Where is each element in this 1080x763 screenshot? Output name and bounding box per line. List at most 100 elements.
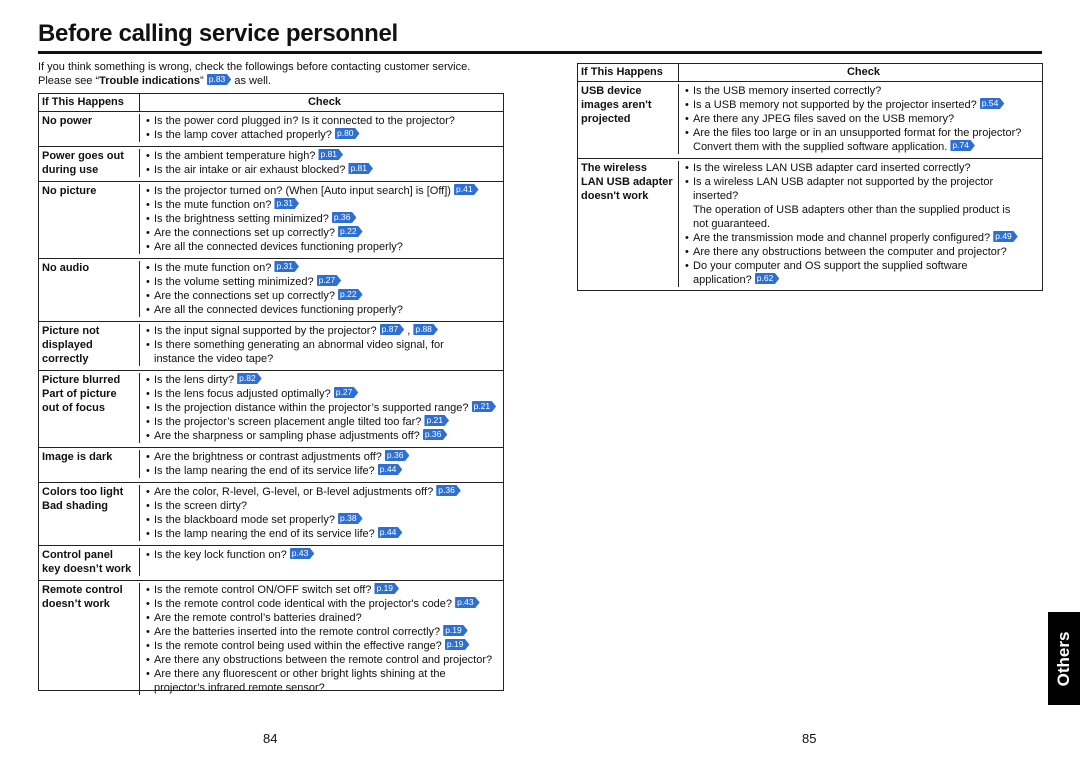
check-item: Are the sharpness or sampling phase adju… bbox=[146, 429, 503, 443]
check-cell: Is the key lock function on? p.43 bbox=[140, 548, 503, 576]
page-ref: p.36 bbox=[331, 212, 357, 223]
problem-cell: No power bbox=[39, 114, 140, 142]
check-cell: Is the ambient temperature high? p.81Is … bbox=[140, 149, 503, 177]
table-row: No power Is the power cord plugged in? Is… bbox=[39, 112, 503, 147]
check-line: Is the lamp cover attached properly? p.8… bbox=[154, 128, 503, 142]
text: ” bbox=[200, 75, 207, 87]
table-row: Control panel key doesn’t work Is the key … bbox=[39, 546, 503, 581]
text: Is the volume setting minimized? bbox=[154, 276, 317, 288]
check-line: Are the connections set up correctly? p.… bbox=[154, 226, 503, 240]
text: Is the remote control being used within … bbox=[154, 640, 445, 652]
text: Are there any obstructions between the c… bbox=[693, 246, 1007, 258]
check-cell: Is the remote control ON/OFF switch set … bbox=[140, 583, 503, 695]
check-line: Are the color, R-level, G-level, or B-le… bbox=[154, 485, 503, 499]
problem-line: Power goes out bbox=[42, 150, 124, 162]
check-cell: Is the input signal supported by the pro… bbox=[140, 324, 503, 366]
check-line: Is the ambient temperature high? p.81 bbox=[154, 149, 503, 163]
check-item: Is the USB memory inserted correctly? bbox=[685, 84, 1042, 98]
check-item: Is the volume setting minimized? p.27 bbox=[146, 275, 503, 289]
page-number: 84 bbox=[263, 731, 278, 746]
text: Are the brightness or contrast adjustmen… bbox=[154, 451, 385, 463]
text: Is a wireless LAN USB adapter not suppor… bbox=[693, 176, 994, 188]
text: inserted? bbox=[693, 190, 739, 202]
text: Is the key lock function on? bbox=[154, 549, 290, 561]
page-ref: p.38 bbox=[338, 513, 363, 524]
text: Is the mute function on? bbox=[154, 262, 275, 274]
text: Are there any obstructions between the r… bbox=[154, 654, 493, 666]
check-line: Is the remote control code identical wit… bbox=[154, 597, 503, 611]
table-row: No audio Is the mute function on? p.31 Is … bbox=[39, 259, 503, 322]
header-cell: If This Happens bbox=[578, 64, 679, 81]
check-line: Is the screen dirty? bbox=[154, 499, 503, 513]
side-tab: Others bbox=[1048, 612, 1080, 705]
text: Do your computer and OS support the supp… bbox=[693, 260, 968, 272]
check-item: Is the blackboard mode set properly? p.3… bbox=[146, 513, 503, 527]
problem-line: The wireless bbox=[581, 162, 648, 174]
check-line: not guaranteed. bbox=[693, 217, 1042, 231]
check-line: Is the input signal supported by the pro… bbox=[154, 324, 503, 338]
header-row: If This Happens Check bbox=[578, 64, 1042, 82]
problem-cell: Picture blurred Part of picture out of foc… bbox=[39, 373, 140, 443]
check-cell: Is the lens dirty? p.82Is the lens focus… bbox=[140, 373, 503, 443]
check-item: Is the remote control ON/OFF switch set … bbox=[146, 583, 503, 597]
text: Are there any fluorescent or other brigh… bbox=[154, 668, 446, 680]
check-item: Is a USB memory not supported by the pro… bbox=[685, 98, 1042, 112]
check-line: Are there any JPEG files saved on the US… bbox=[693, 112, 1042, 126]
check-item: Are there any JPEG files saved on the US… bbox=[685, 112, 1042, 126]
text: The operation of USB adapters other than… bbox=[693, 204, 1011, 216]
page-ref: p.43 bbox=[289, 548, 315, 559]
problem-cell: Remote control doesn’t work bbox=[39, 583, 140, 695]
check-item: Is the screen dirty? bbox=[146, 499, 503, 513]
text: Is the lens dirty? bbox=[154, 374, 238, 386]
check-line: Are the connections set up correctly? p.… bbox=[154, 289, 503, 303]
header-cell: Check bbox=[307, 96, 342, 108]
text: Are the files too large or in an unsuppo… bbox=[693, 127, 1022, 139]
problem-line: Control panel bbox=[42, 549, 113, 561]
problem-line: No audio bbox=[42, 262, 90, 274]
page-ref: p.44 bbox=[377, 464, 403, 475]
check-line: Is the mute function on? p.31 bbox=[154, 198, 503, 212]
check-line: Are the transmission mode and channel pr… bbox=[693, 231, 1042, 245]
check-item: Is the input signal supported by the pro… bbox=[146, 324, 503, 338]
check-item: Is the remote control being used within … bbox=[146, 639, 503, 653]
text: Is the screen dirty? bbox=[154, 500, 247, 512]
page-ref: p.36 bbox=[422, 429, 448, 440]
check-line: Is the brightness setting minimized? p.3… bbox=[154, 212, 503, 226]
page-ref: p.87 bbox=[379, 324, 405, 335]
check-line: Is the projector turned on? (When [Auto … bbox=[154, 184, 503, 198]
text: Is there something generating an abnorma… bbox=[154, 339, 444, 351]
table-row: The wireless LAN USB adapter doesn't work I… bbox=[578, 159, 1042, 291]
problem-line: doesn’t work bbox=[42, 598, 110, 610]
text: Is the lens focus adjusted optimally? bbox=[154, 388, 334, 400]
check-line: Are there any obstructions between the r… bbox=[154, 653, 503, 667]
check-item: Are the color, R-level, G-level, or B-le… bbox=[146, 485, 503, 499]
check-line: Are the files too large or in an unsuppo… bbox=[693, 126, 1042, 140]
problem-line: displayed bbox=[42, 339, 93, 351]
page-ref: p.31 bbox=[274, 261, 300, 272]
check-line: Are the remote control’s batteries drain… bbox=[154, 611, 503, 625]
problem-line: Remote control bbox=[42, 584, 123, 596]
problem-cell: Power goes out during use bbox=[39, 149, 140, 177]
check-line: Is the lamp nearing the end of its servi… bbox=[154, 464, 503, 478]
check-line: The operation of USB adapters other than… bbox=[693, 203, 1042, 217]
page-ref: p.62 bbox=[754, 273, 780, 284]
text: Are the sharpness or sampling phase adju… bbox=[154, 430, 423, 442]
check-item: Is the mute function on? p.31 bbox=[146, 198, 503, 212]
check-cell: Is the USB memory inserted correctly? Is … bbox=[679, 84, 1042, 154]
table-row: USB device images aren't projected Is the U… bbox=[578, 82, 1042, 159]
text: Are the connections set up correctly? bbox=[154, 227, 339, 239]
check-line: Do your computer and OS support the supp… bbox=[693, 259, 1042, 273]
text: as well. bbox=[231, 75, 272, 87]
page-ref: p.88 bbox=[413, 324, 438, 335]
check-line: Is the lamp nearing the end of its servi… bbox=[154, 527, 503, 541]
problem-line: Colors too light bbox=[42, 486, 124, 498]
text: Is the mute function on? bbox=[154, 199, 275, 211]
problem-line: USB device bbox=[581, 85, 642, 97]
page-ref: p.36 bbox=[384, 450, 410, 461]
check-item: Are the brightness or contrast adjustmen… bbox=[146, 450, 503, 464]
page-ref: p.74 bbox=[950, 140, 975, 151]
check-item: Are all the connected devices functionin… bbox=[146, 240, 503, 254]
check-item: Is the lamp nearing the end of its servi… bbox=[146, 527, 503, 541]
check-line: Is the blackboard mode set properly? p.3… bbox=[154, 513, 503, 527]
text: Is the blackboard mode set properly? bbox=[154, 514, 339, 526]
